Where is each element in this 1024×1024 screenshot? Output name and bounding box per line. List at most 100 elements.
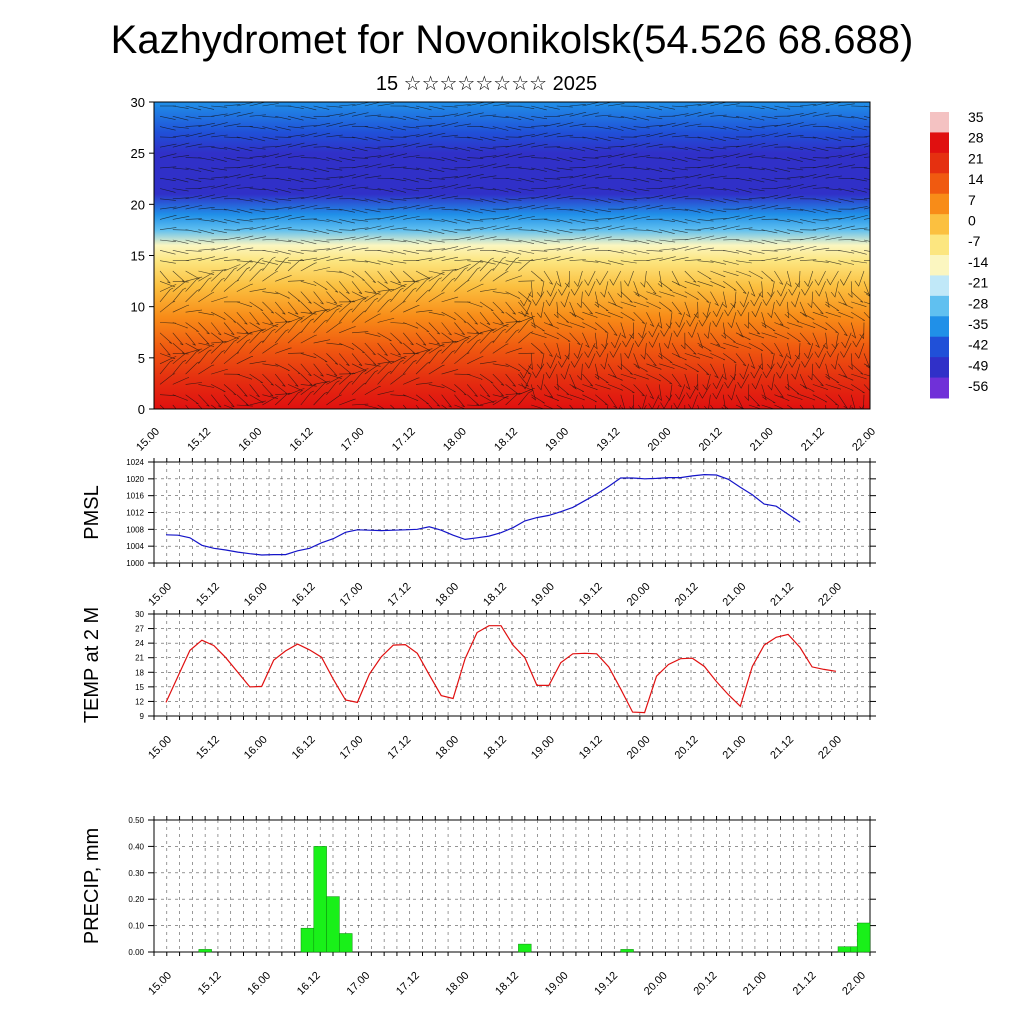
x-tick-label: 17.00 <box>338 581 366 609</box>
x-tick-label: 20.12 <box>697 426 725 454</box>
colorbar-swatch <box>930 336 949 358</box>
precip-bar <box>339 933 353 953</box>
colorbar-swatch <box>930 112 949 133</box>
colorbar-label: -21 <box>968 275 988 291</box>
colorbar-label: 7 <box>968 192 976 208</box>
y-tick-label: 0.10 <box>128 922 144 931</box>
x-tick-label: 20.12 <box>673 734 701 762</box>
wind-barbs <box>159 102 870 409</box>
x-tick-label: 17.12 <box>385 734 413 762</box>
y-tick-label: 25 <box>131 146 145 161</box>
x-tick-label: 15.12 <box>185 426 213 454</box>
x-tick-label: 17.00 <box>338 734 366 762</box>
x-tick-label: 22.00 <box>840 970 868 998</box>
colorbar-label: 28 <box>968 130 984 146</box>
x-tick-label: 21.00 <box>720 734 748 762</box>
x-tick-label: 15.00 <box>134 426 162 454</box>
x-tick-label: 19.00 <box>543 426 571 454</box>
precip-bar <box>326 896 340 953</box>
colorbar-swatch <box>930 255 949 276</box>
x-tick-label: 16.12 <box>288 426 316 454</box>
colorbar-label: -14 <box>968 254 988 270</box>
x-tick-label: 19.00 <box>543 970 571 998</box>
precip-bar <box>856 922 871 953</box>
x-tick-label: 15.00 <box>146 734 174 762</box>
y-tick-label: 1004 <box>126 542 144 551</box>
x-tick-label: 16.12 <box>290 581 318 609</box>
y-tick-label: 30 <box>135 610 144 619</box>
y-tick-label: 1020 <box>126 475 144 484</box>
x-tick-label: 19.00 <box>529 581 557 609</box>
y-tick-label: 0.30 <box>128 869 144 878</box>
colorbar-label: 14 <box>968 171 984 187</box>
x-tick-label: 21.00 <box>741 970 769 998</box>
x-tick-label: 21.00 <box>748 426 776 454</box>
x-tick-label: 17.12 <box>394 970 422 998</box>
x-tick-label: 18.00 <box>433 581 461 609</box>
colorbar-label: 0 <box>968 213 976 229</box>
colorbar-label: -56 <box>968 378 988 394</box>
colorbar-label: -49 <box>968 357 988 373</box>
x-tick-label: 16.12 <box>295 970 323 998</box>
x-tick-label: 19.12 <box>594 426 622 454</box>
colorbar-label: -28 <box>968 295 988 311</box>
x-tick-label: 18.12 <box>492 426 520 454</box>
colorbar: 35 28 21 14 7 0 -7 -14 -21 -28 -35 -42 -49 -56 <box>930 109 988 399</box>
x-tick-label: 18.00 <box>444 970 472 998</box>
colorbar-swatch <box>930 234 949 256</box>
y-tick-label: 18 <box>135 668 144 677</box>
y-tick-label: 0 <box>138 402 145 417</box>
temperature-field <box>154 102 870 409</box>
colorbar-swatch <box>930 316 949 338</box>
y-tick-label: 0.50 <box>128 816 144 825</box>
pmsl-panel: 1000 1004 1008 1012 1016 1020 1024 PMSL 15.00 15.… <box>81 458 876 609</box>
colorbar-label: -35 <box>968 316 988 332</box>
y-axis-label: PRECIP, mm <box>81 828 103 944</box>
colorbar-label: 21 <box>968 150 984 166</box>
x-tick-label: 22.00 <box>816 734 844 762</box>
x-tick-label: 15.00 <box>146 970 174 998</box>
y-tick-label: 1008 <box>126 525 144 534</box>
colorbar-swatch <box>930 295 949 317</box>
x-tick-label: 18.00 <box>441 426 469 454</box>
y-tick-label: 0.00 <box>128 948 144 957</box>
colorbar-swatch <box>930 377 949 399</box>
x-tick-label: 16.12 <box>290 734 318 762</box>
x-tick-label: 18.00 <box>433 734 461 762</box>
precip-bar <box>518 943 532 953</box>
y-tick-label: 24 <box>135 639 144 648</box>
x-tick-label: 20.00 <box>625 581 653 609</box>
colorbar-swatch <box>930 152 949 174</box>
y-tick-label: 15 <box>135 683 144 692</box>
x-tick-label: 21.12 <box>799 426 827 454</box>
y-tick-label: 5 <box>138 351 145 366</box>
y-axis-label: PMSL <box>81 485 103 539</box>
colorbar-swatch <box>930 132 949 154</box>
y-tick-label: 0.20 <box>128 895 144 904</box>
y-tick-label: 1024 <box>126 458 144 467</box>
x-tick-label: 18.12 <box>493 970 521 998</box>
y-tick-label: 0.40 <box>128 842 144 851</box>
cross-section-panel: 0 5 10 15 20 25 30 15.00 15.12 16.00 16.12 17.00 17.… <box>131 95 879 454</box>
y-tick-label: 10 <box>131 300 145 315</box>
x-tick-label: 17.12 <box>385 581 413 609</box>
x-tick-label: 15.12 <box>196 970 224 998</box>
precip-bar <box>620 949 634 953</box>
precip-bar <box>300 927 315 953</box>
colorbar-swatch <box>930 214 949 236</box>
colorbar-swatch <box>930 357 949 379</box>
y-tick-label: 21 <box>135 654 144 663</box>
x-tick-label: 19.12 <box>577 581 605 609</box>
colorbar-label: 35 <box>968 109 984 125</box>
colorbar-swatch <box>930 275 949 297</box>
precip-bar <box>837 946 852 953</box>
series-line <box>165 473 801 556</box>
y-tick-label: 20 <box>131 197 145 212</box>
x-tick-label: 17.00 <box>339 426 367 454</box>
x-tick-label: 15.00 <box>146 581 174 609</box>
temp-panel: 9 12 15 18 21 24 27 30 TEMP at 2 M 15.00 15.12 16.0… <box>81 607 876 762</box>
x-tick-label: 18.12 <box>481 734 509 762</box>
x-tick-label: 17.00 <box>344 970 372 998</box>
x-tick-label: 21.12 <box>791 970 819 998</box>
precip-bar <box>313 846 327 953</box>
